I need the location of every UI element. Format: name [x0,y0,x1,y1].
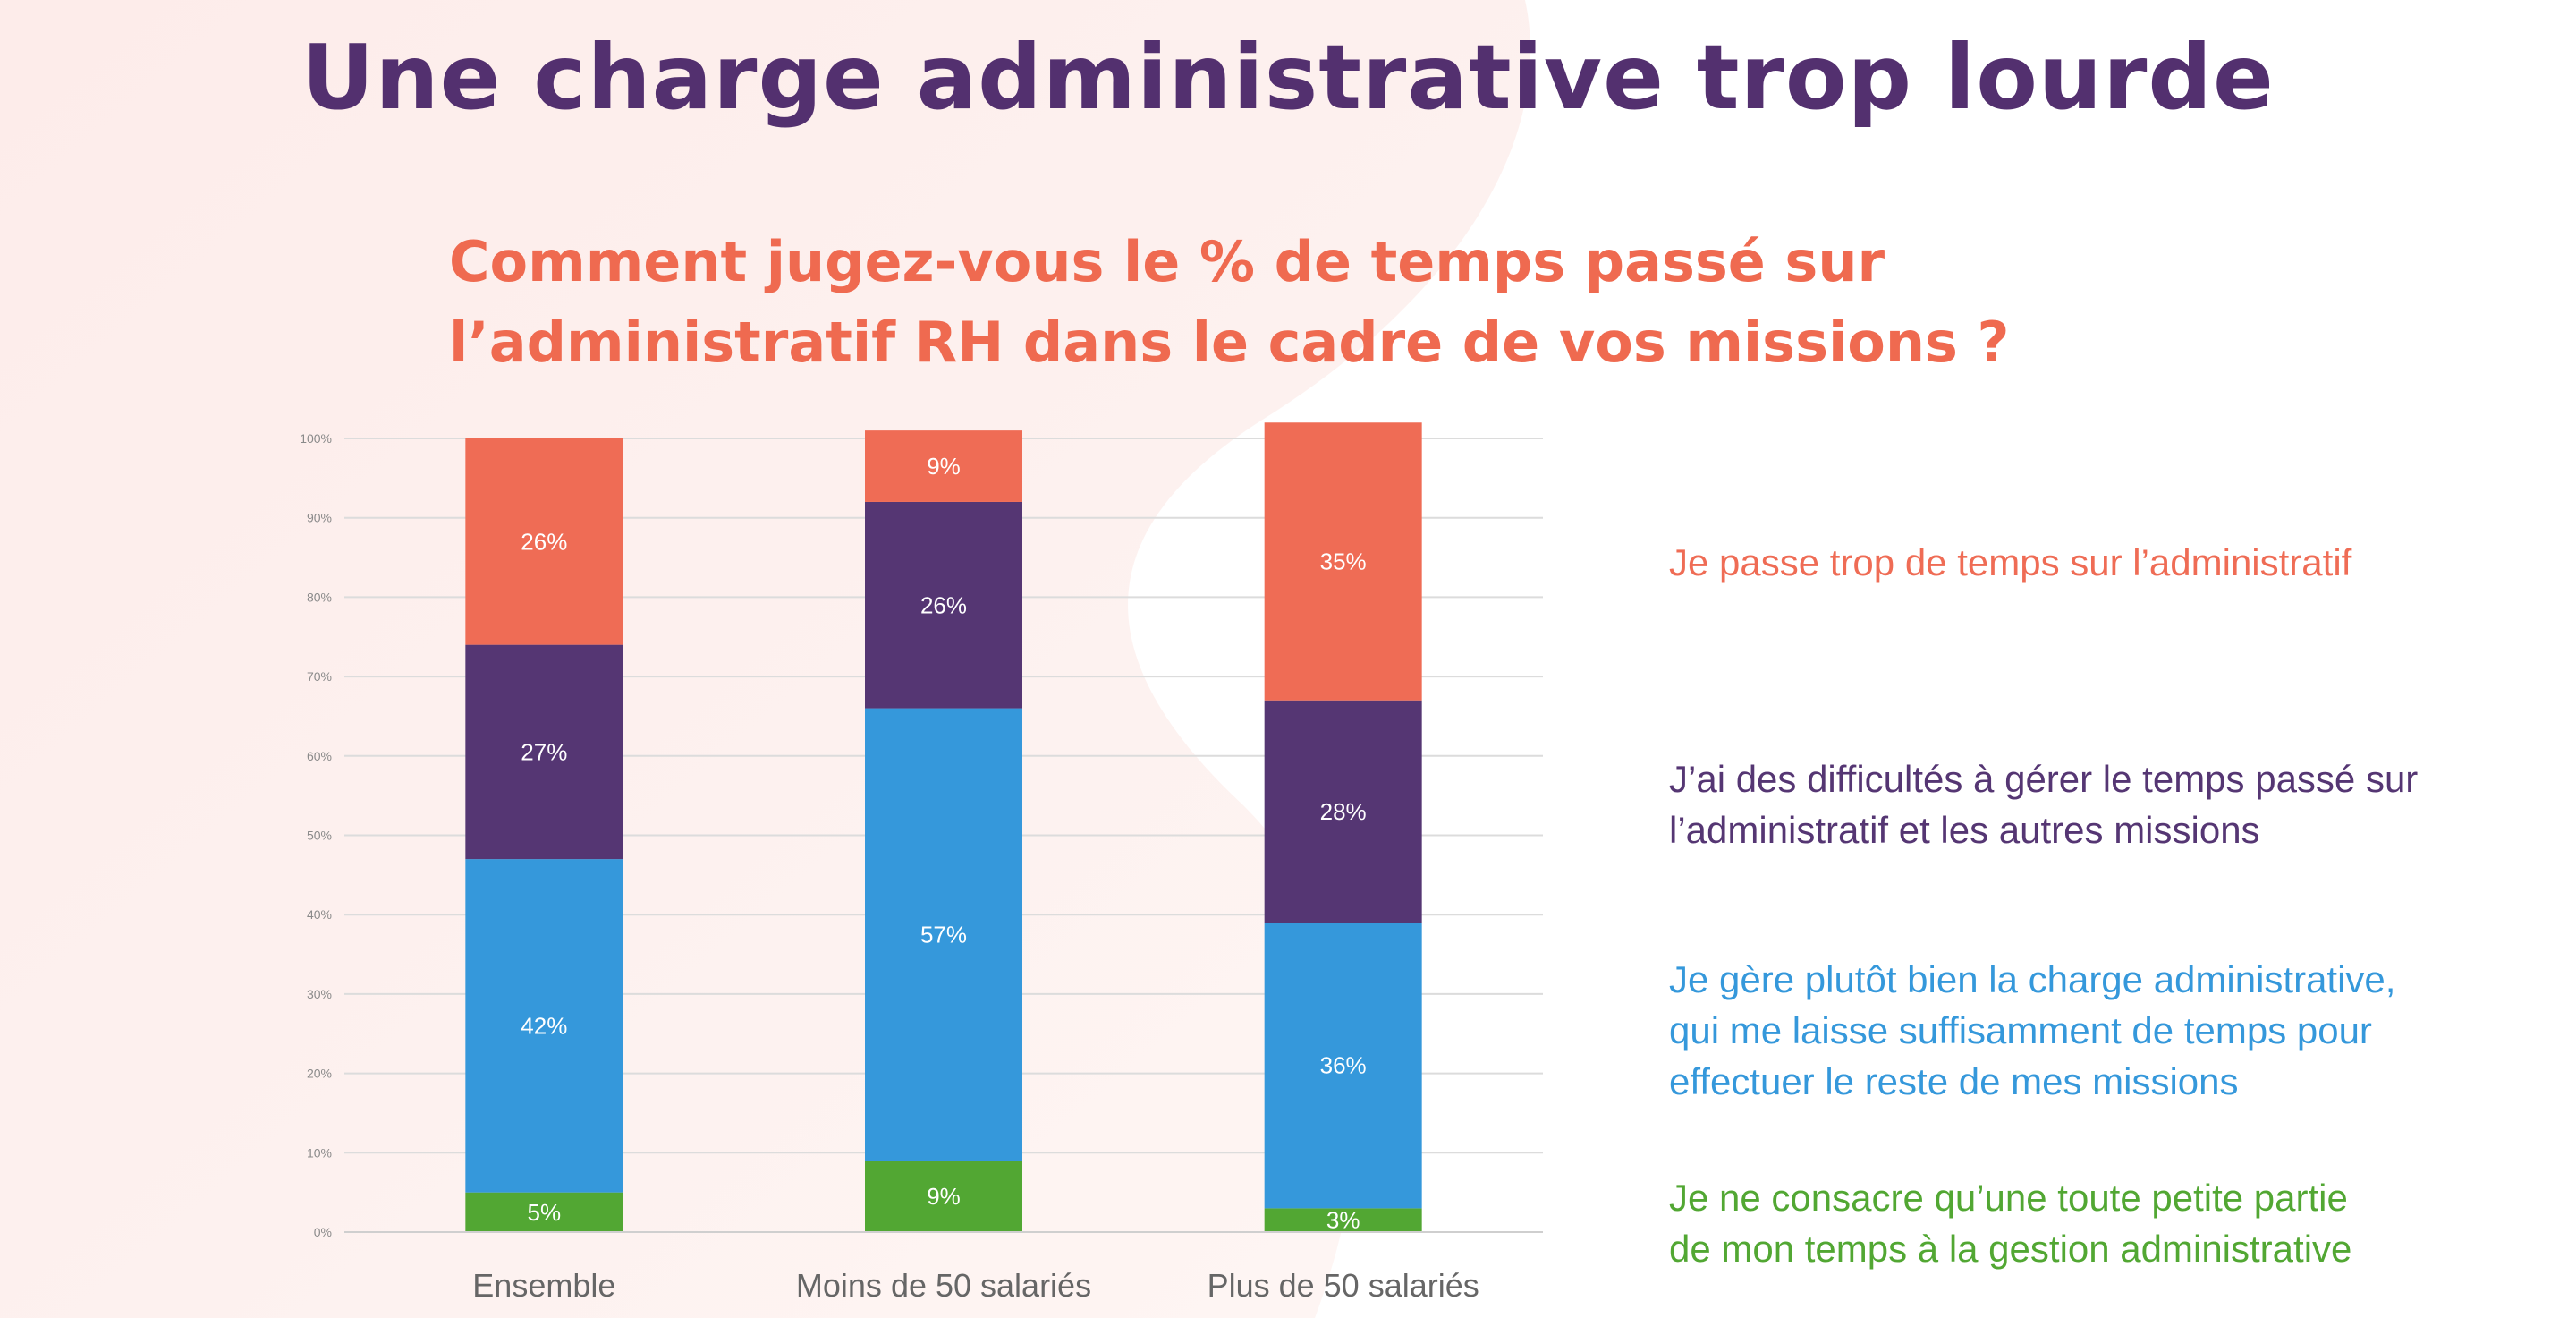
survey-question-line: Comment jugez-vous le % de temps passé s… [449,229,1885,294]
data-label: 5% [528,1199,562,1226]
data-label: 9% [927,1183,961,1210]
legend-line: Je gère plutôt bien la charge administra… [1669,958,2396,1000]
survey-question: Comment jugez-vous le % de temps passé s… [449,222,2202,383]
bar-segment [865,708,1022,1161]
legend-line: de mon temps à la gestion administrative [1669,1228,2352,1270]
data-label: 27% [521,738,567,765]
legend-difficulties: J’ai des difficultés à gérer le temps pa… [1669,753,2563,855]
data-label: 42% [521,1012,567,1039]
data-label: 28% [1320,798,1367,825]
legend-too-much-time: Je passe trop de temps sur l’administrat… [1669,537,2563,588]
bar-segment [865,501,1022,709]
bar-segment [465,438,623,645]
stacked-bar-chart: 0% 10% 20% 30% 40% 50% 60% 70% 80% 90% 100% 5% 42% 27… [300,422,1543,1304]
bar-segment [465,859,623,1193]
bar-segment [1264,1208,1422,1232]
y-tick-label: 80% [307,590,332,604]
bar-segment [465,644,623,860]
page-title: Une charge administrative trop lourde [301,25,2275,130]
bar-segment [465,1192,623,1232]
legend-line: J’ai des difficultés à gérer le temps pa… [1669,758,2419,800]
data-label: 26% [521,528,567,555]
y-tick-label: 60% [307,749,332,763]
bar-segment [1264,700,1422,923]
bar-segment [1264,923,1422,1209]
bar-segment [1264,422,1422,701]
x-tick-label: Plus de 50 salariés [1208,1267,1479,1304]
survey-question-line: l’administratif RH dans le cadre de vos … [449,310,2010,375]
bar-segment [865,1161,1022,1232]
legend-line: Je passe trop de temps sur l’administrat… [1669,541,2352,583]
legend-manage-well: Je gère plutôt bien la charge administra… [1669,954,2563,1107]
y-tick-label: 50% [307,829,332,843]
y-tick-label: 20% [307,1067,332,1081]
legend-small-part: Je ne consacre qu’une toute petite parti… [1669,1172,2563,1274]
data-label: 57% [920,921,967,948]
y-tick-label: 100% [300,431,332,446]
y-tick-label: 30% [307,987,332,1001]
y-tick-label: 40% [307,907,332,922]
x-tick-label: Moins de 50 salariés [796,1267,1091,1304]
data-label: 3% [1326,1207,1360,1234]
y-tick-label: 0% [314,1225,332,1239]
y-tick-label: 90% [307,511,332,525]
legend-line: Je ne consacre qu’une toute petite parti… [1669,1177,2348,1219]
x-tick-label: Ensemble [472,1267,615,1304]
data-label: 36% [1320,1052,1367,1079]
y-tick-label: 70% [307,669,332,684]
legend-line: effectuer le reste de mes missions [1669,1060,2239,1102]
y-tick-label: 10% [307,1145,332,1160]
legend-line: l’administratif et les autres missions [1669,809,2260,851]
data-label: 35% [1320,548,1367,574]
bar-segment [865,430,1022,502]
data-label: 9% [927,453,961,480]
legend-line: qui me laisse suffisamment de temps pour [1669,1009,2372,1051]
data-label: 26% [920,591,967,618]
